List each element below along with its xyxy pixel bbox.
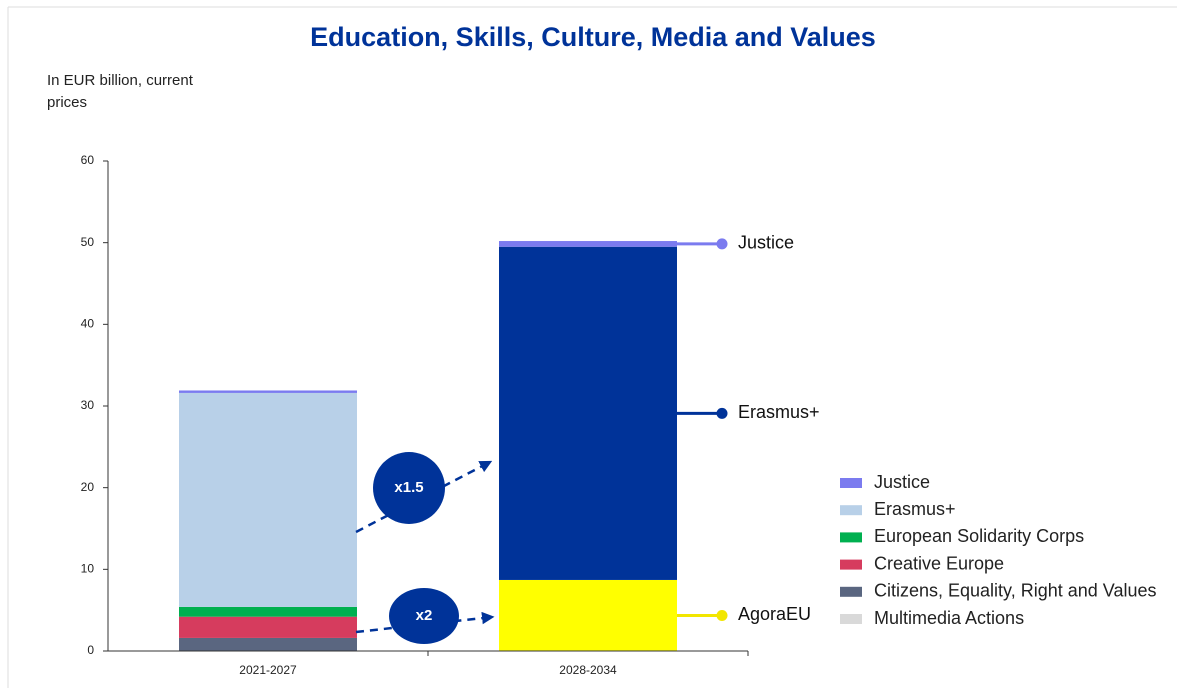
annotations: x1.5 x2 xyxy=(355,452,495,644)
legend-label: Justice xyxy=(874,472,930,492)
legend-label: Creative Europe xyxy=(874,553,1004,573)
bar-segment xyxy=(499,579,677,651)
end-label: AgoraEU xyxy=(738,604,811,624)
y-tick-label: 50 xyxy=(81,235,95,249)
legend-swatch xyxy=(840,559,862,570)
legend-swatch xyxy=(840,532,862,543)
y-tick-label: 10 xyxy=(81,562,95,576)
chart-title: Education, Skills, Culture, Media and Va… xyxy=(310,22,876,52)
x-tick-label: 2028-2034 xyxy=(559,663,617,677)
end-label-dot xyxy=(716,609,728,621)
legend-swatch xyxy=(840,586,862,597)
legend-label: Citizens, Equality, Right and Values xyxy=(874,581,1156,601)
legend-label: Erasmus+ xyxy=(874,499,956,519)
legend-label: European Solidarity Corps xyxy=(874,526,1084,546)
bar-segment xyxy=(179,637,357,651)
bar-segment xyxy=(499,241,677,247)
annotation: x2 xyxy=(416,607,433,624)
end-label: Erasmus+ xyxy=(738,402,820,422)
y-tick-label: 40 xyxy=(81,317,95,331)
y-tick-label: 30 xyxy=(81,398,95,412)
legend-swatch xyxy=(840,614,862,624)
annotation: x1.5 xyxy=(394,479,423,496)
end-label-dot xyxy=(716,407,728,419)
bar-segment xyxy=(179,606,357,617)
end-label-dot xyxy=(716,238,728,250)
bar-segment xyxy=(499,246,677,580)
bar-segment xyxy=(179,390,357,393)
bar-segment xyxy=(179,392,357,607)
bar-segment xyxy=(179,616,357,638)
arrow xyxy=(355,611,495,634)
legend-swatch xyxy=(840,478,862,488)
badge xyxy=(389,588,459,644)
subtitle: In EUR billion, current prices xyxy=(47,72,193,111)
x-tick-label: 2021-2027 xyxy=(239,663,297,677)
y-tick-label: 20 xyxy=(81,480,95,494)
y-tick-label: 0 xyxy=(87,643,94,657)
end-label: Justice xyxy=(738,233,794,253)
legend-swatch xyxy=(840,505,862,516)
legend-label: Multimedia Actions xyxy=(874,608,1024,628)
badge xyxy=(373,452,445,524)
y-tick-label: 60 xyxy=(81,153,95,167)
